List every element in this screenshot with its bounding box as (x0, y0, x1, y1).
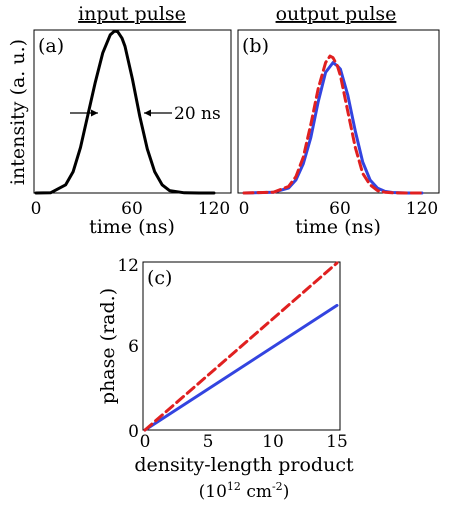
panel-c-frame (142, 261, 341, 431)
panel-c-series-0-line (143, 303, 339, 432)
panel-c-ytick-0: 0 (128, 422, 139, 442)
panel-b-xlabel: time (ns) (295, 216, 381, 238)
panel-a-label: (a) (38, 35, 64, 57)
panel-a-series-0-line (34, 29, 216, 195)
panel-b-xtick-2: 120 (406, 199, 438, 219)
panel-c-xtick-1: 5 (203, 432, 214, 452)
panel-a-xtick-1: 60 (121, 199, 143, 219)
panel-a-frame (33, 29, 232, 194)
panel-b-label: (b) (242, 35, 269, 57)
panel-b-title: output pulse (276, 3, 397, 25)
panel-b: output pulse (b) 0 60 120 time (ns) (237, 3, 440, 238)
fwhm-annotation: 20 ns (70, 104, 221, 124)
panel-a: input pulse (a) 20 ns 0 60 120 time (ns)… (7, 3, 232, 238)
fwhm-right-arrowhead (144, 109, 151, 117)
panel-c-xtick-2: 10 (262, 432, 284, 452)
panel-c-series-1-line (143, 261, 339, 432)
panel-a-xtick-0: 0 (31, 199, 42, 219)
fwhm-left-arrowhead (91, 109, 98, 117)
panel-c-xlabel: density-length product (134, 454, 354, 476)
panel-c-xtick-0: 0 (140, 432, 151, 452)
panel-c-ytick-2: 12 (117, 256, 139, 276)
panel-b-frame (237, 29, 440, 194)
panel-a-xlabel: time (ns) (89, 216, 175, 238)
fwhm-label: 20 ns (174, 104, 221, 124)
panel-b-series-1-line (242, 54, 424, 195)
panel-c-label: (c) (147, 267, 172, 289)
panel-a-title: input pulse (78, 3, 186, 25)
panel-a-ylabel: intensity (a. u.) (7, 39, 29, 185)
panel-c-xlabel-unit: (1012 cm-2) (199, 480, 290, 502)
panel-b-xtick-1: 60 (329, 199, 351, 219)
panel-c-ylabel: phase (rad.) (97, 288, 119, 404)
panel-a-xtick-2: 120 (198, 199, 230, 219)
panel-b-xtick-0: 0 (239, 199, 250, 219)
panel-c-xtick-3: 15 (326, 432, 348, 452)
panel-b-series-0-line (242, 61, 424, 195)
panel-c: (c) 0 6 12 0 5 10 15 density-length prod… (97, 256, 354, 502)
panel-c-ytick-1: 6 (128, 337, 139, 357)
